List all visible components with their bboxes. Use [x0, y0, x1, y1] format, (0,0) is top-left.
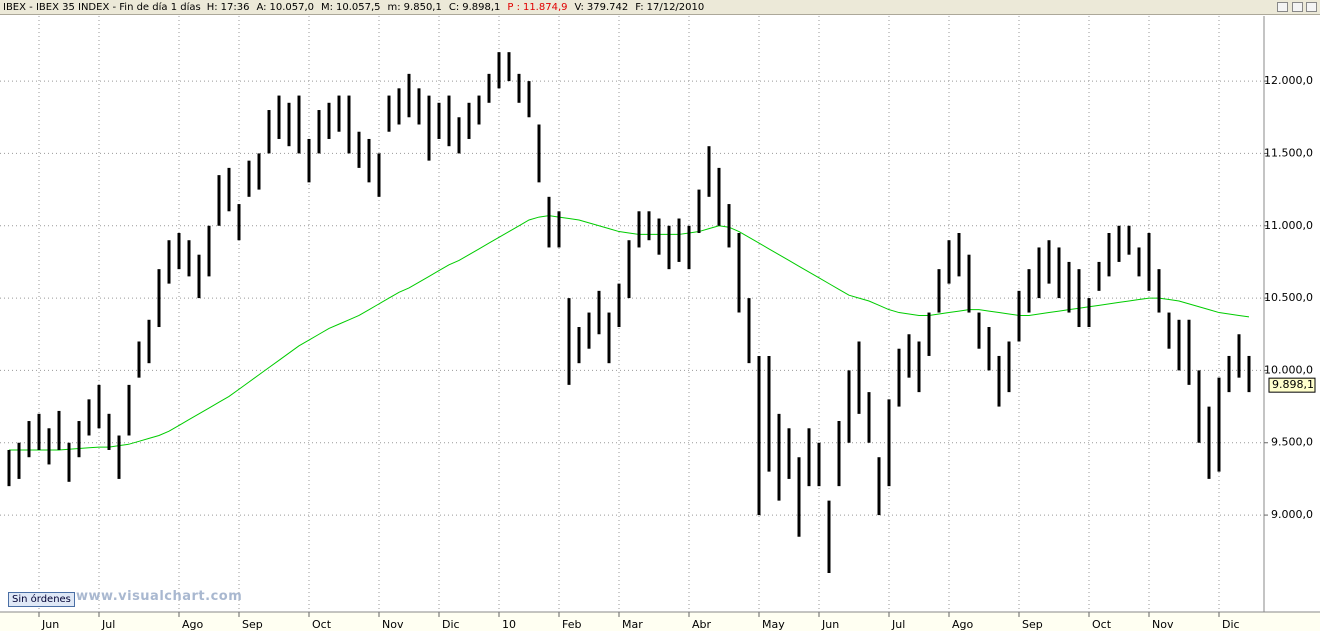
watermark: www.visualchart.com [76, 589, 243, 604]
field-value: 17:36 [220, 2, 250, 13]
field-label: A: [256, 2, 267, 13]
x-tick-label: Dic [442, 618, 460, 631]
field-value: 17/12/2010 [646, 2, 705, 13]
x-tick-label: Ago [952, 618, 974, 631]
x-tick-label: Sep [1022, 618, 1043, 631]
orders-button[interactable]: Sin órdenes [8, 592, 75, 607]
close-button[interactable] [1306, 2, 1317, 12]
x-tick-label: Mar [622, 618, 643, 631]
field-value: 379.742 [586, 2, 629, 13]
field-value: 9.850,1 [403, 2, 442, 13]
x-tick-label: Abr [692, 618, 712, 631]
y-tick-label: 9.000,0 [1271, 508, 1313, 521]
x-tick-label: Nov [382, 618, 404, 631]
fields: H: 17:36 A: 10.057,0 M: 10.057,5 m: 9.850,1 C: 9.… [207, 2, 712, 13]
x-tick-label: Feb [562, 618, 581, 631]
plot-area [0, 16, 1264, 612]
moving-average [9, 215, 1250, 451]
y-tick-label: 11.000,0 [1264, 219, 1313, 232]
minimize-button[interactable] [1277, 2, 1288, 12]
field-value: 11.874,9 [522, 2, 568, 13]
x-tick-label: Nov [1152, 618, 1174, 631]
field-value: 9.898,1 [462, 2, 501, 13]
x-tick-label: Jun [41, 618, 59, 631]
symbol: IBEX - IBEX 35 INDEX - Fin de día 1 días [3, 2, 201, 13]
field-label: F: [635, 2, 644, 13]
x-tick-label: Dic [1222, 618, 1240, 631]
last-value-box [1268, 377, 1316, 393]
y-tick-label: 11.500,0 [1264, 146, 1313, 159]
field-label: H: [206, 2, 218, 13]
x-tick-label: Oct [1092, 618, 1112, 631]
x-tick-label: Ago [182, 618, 204, 631]
field-value: 10.057,0 [269, 2, 315, 13]
x-tick-label: Jul [101, 618, 115, 631]
y-tick-label: 10.000,0 [1264, 363, 1313, 376]
x-tick-label: Sep [242, 618, 263, 631]
field-label: P : [507, 2, 520, 13]
x-tick-label: Jun [821, 618, 839, 631]
info-bar: IBEX - IBEX 35 INDEX - Fin de día 1 días… [0, 0, 1320, 15]
restore-button[interactable] [1292, 2, 1303, 12]
field-label: C: [448, 2, 460, 13]
field-value: 10.057,5 [336, 2, 381, 13]
x-tick-label: Oct [312, 618, 332, 631]
x-axis-strip [0, 612, 1320, 631]
x-tick-label: 10 [502, 618, 516, 631]
x-tick-label: May [762, 618, 785, 631]
x-tick-label: Jul [891, 618, 905, 631]
y-tick-label: 10.500,0 [1264, 291, 1313, 304]
field-label: V: [574, 2, 584, 13]
y-tick-label: 12.000,0 [1264, 74, 1313, 87]
field-label: m: [387, 2, 401, 13]
last-value-label: 9.898,1 [1272, 378, 1314, 391]
field-label: M: [321, 2, 334, 13]
y-tick-label: 9.500,0 [1271, 436, 1313, 449]
